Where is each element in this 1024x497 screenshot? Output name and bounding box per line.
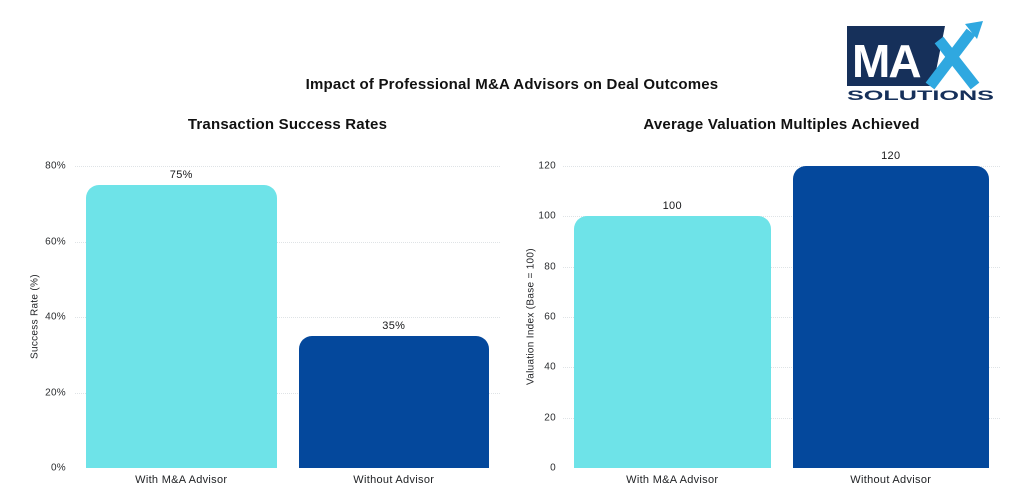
y-tick-label: 0% [50, 462, 66, 474]
chart-transaction-success-rates: Transaction Success Rates Success Rate (… [0, 110, 512, 497]
bar-with-m-a-advisor [86, 184, 277, 468]
y-axis-ticks: 0 20 40 60 80 100 120 [512, 161, 556, 474]
y-tick-label: 80 [544, 261, 556, 273]
logo-x-downstroke [934, 36, 980, 90]
x-tick-label: With M&A Advisor [135, 474, 228, 486]
gridline [75, 317, 500, 318]
plot-area: 100 120 [563, 150, 1000, 468]
bar-without-advisor [298, 335, 489, 468]
gridline [563, 166, 1000, 167]
plot-area: 75% 35% [75, 166, 500, 468]
y-tick-label: 120 [538, 160, 556, 172]
y-tick-label: 40% [45, 311, 66, 323]
gridline [563, 417, 1000, 419]
logo-graphic: MA SOLUTIONS [847, 21, 994, 103]
bar-with-m-a-advisor [574, 216, 771, 468]
bar-without-advisor [792, 166, 989, 468]
y-tick-label: 40 [544, 361, 556, 373]
chart-title: Transaction Success Rates [187, 116, 388, 133]
bar-value-label: 75% [169, 168, 193, 181]
y-tick-label: 0 [550, 462, 556, 474]
y-axis-ticks: 0% 20% 40% 60% 80% [0, 161, 66, 474]
figure-title: Impact of Professional M&A Advisors on D… [305, 76, 719, 93]
chart-average-valuation-multiples: Average Valuation Multiples Achieved Val… [512, 110, 1024, 497]
logo-navy-box [847, 26, 945, 86]
y-tick-label: 60% [45, 236, 66, 247]
bar-value-label: 35% [382, 319, 406, 332]
gridline [563, 367, 1000, 369]
logo-text-solutions: SOLUTIONS [847, 88, 994, 103]
gridline [563, 216, 1000, 218]
x-axis-labels: With M&A Advisor Without Advisor [75, 474, 500, 486]
y-tick-label: 80% [45, 160, 66, 172]
gridline [563, 266, 1000, 268]
logo-text-ma: MA [852, 35, 920, 87]
y-tick-label: 60 [544, 311, 556, 323]
gridline [563, 317, 1000, 318]
logo-arrowhead-icon [965, 21, 983, 39]
gridline [75, 392, 500, 394]
x-tick-label: Without Advisor [850, 474, 932, 486]
gridline [75, 241, 500, 243]
gridline [75, 166, 500, 167]
max-solutions-logo: MA SOLUTIONS [846, 18, 998, 104]
y-tick-label: 100 [538, 210, 556, 222]
x-tick-label: Without Advisor [353, 474, 435, 486]
chart-title: Average Valuation Multiples Achieved [643, 116, 920, 133]
x-axis-labels: With M&A Advisor Without Advisor [563, 474, 1000, 486]
bar-value-label: 120 [881, 150, 901, 162]
y-tick-label: 20 [544, 412, 556, 424]
x-tick-label: With M&A Advisor [626, 474, 719, 486]
bar-value-label: 100 [662, 200, 682, 213]
y-tick-label: 20% [45, 387, 66, 398]
